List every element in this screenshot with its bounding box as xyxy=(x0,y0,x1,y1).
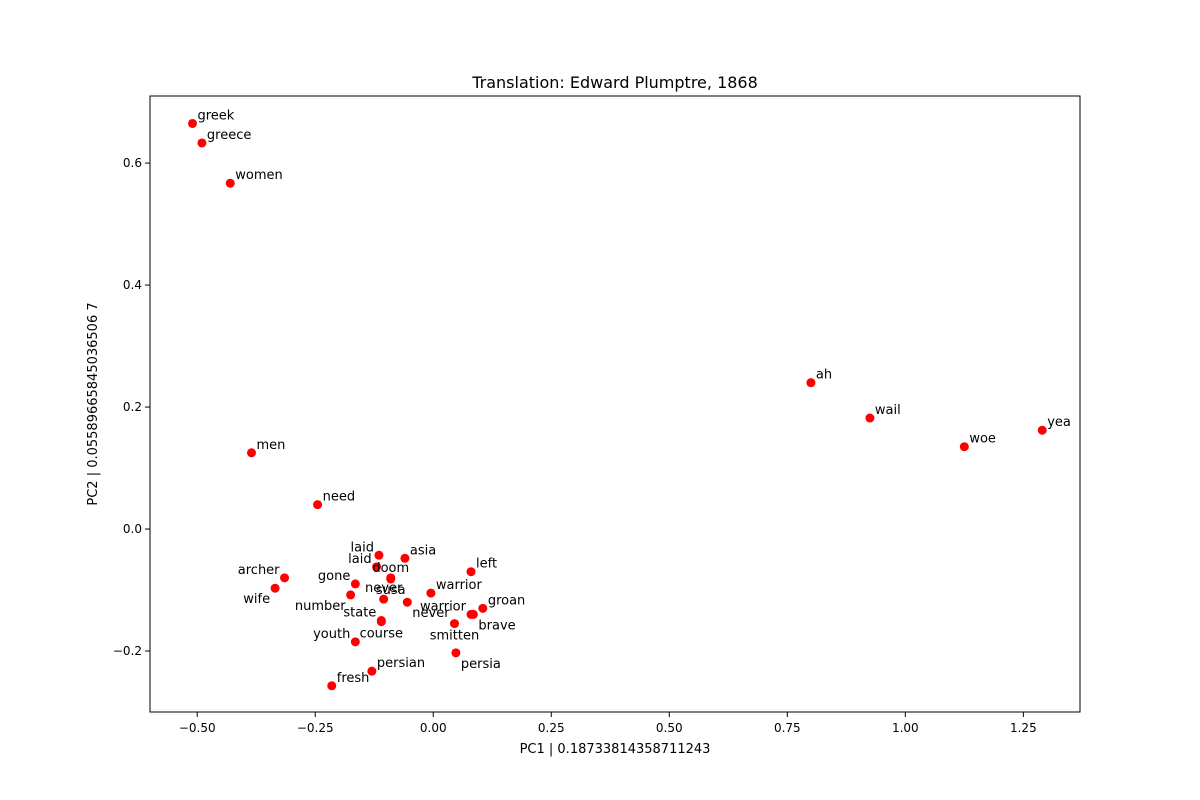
point-label: youth xyxy=(313,627,350,642)
point-label: persia xyxy=(461,657,501,672)
data-point xyxy=(959,442,969,452)
data-point xyxy=(376,617,386,627)
data-point xyxy=(466,567,476,577)
point-label: susa xyxy=(376,583,406,598)
data-point xyxy=(313,500,323,510)
y-tick-label: −0.2 xyxy=(113,644,142,658)
data-point xyxy=(346,590,356,600)
data-point xyxy=(246,448,256,458)
data-point xyxy=(468,609,478,619)
axes-frame xyxy=(149,95,1081,713)
plot-area: greek greece women men need archer wife laidlai… xyxy=(187,108,1071,691)
y-axis: −0.2 0.0 0.2 0.4 0.6 xyxy=(113,156,150,658)
point-label: men xyxy=(256,438,285,453)
point-label: left xyxy=(476,557,497,572)
chart-title: Translation: Edward Plumptre, 1868 xyxy=(471,73,758,92)
point-label: warrior xyxy=(436,578,483,593)
data-point xyxy=(225,178,235,188)
x-tick-label: 0.00 xyxy=(420,721,447,735)
data-point xyxy=(197,138,207,148)
data-point xyxy=(350,579,360,589)
point-label: doom xyxy=(372,561,409,576)
data-point xyxy=(372,562,382,572)
x-tick-label: 0.75 xyxy=(774,721,801,735)
x-tick-label: −0.50 xyxy=(179,721,216,735)
point-label: brave xyxy=(478,618,515,633)
y-axis-label: PC2 | 0.05589665845036506 7 xyxy=(86,302,101,505)
point-label: gone xyxy=(318,569,350,584)
x-tick-label: 0.25 xyxy=(538,721,565,735)
point-label: women xyxy=(235,168,283,183)
y-tick-label: 0.6 xyxy=(123,156,142,170)
point-label: never xyxy=(365,581,403,596)
point-label: wail xyxy=(875,403,901,418)
point-label: laid xyxy=(348,552,371,567)
data-point xyxy=(1037,425,1047,435)
point-label: greek xyxy=(197,108,234,123)
data-point xyxy=(280,573,290,583)
data-point xyxy=(386,573,396,583)
point-label: fresh xyxy=(337,671,370,686)
y-tick-label: 0.2 xyxy=(123,400,142,414)
point-label: course xyxy=(360,627,403,642)
x-tick-label: 1.00 xyxy=(892,721,919,735)
point-label: woe xyxy=(969,432,996,447)
data-point xyxy=(426,588,436,598)
data-point xyxy=(187,118,197,128)
data-point xyxy=(806,378,816,388)
data-point xyxy=(478,603,488,613)
data-point xyxy=(350,637,360,647)
x-tick-label: −0.25 xyxy=(297,721,334,735)
x-tick-label: 0.50 xyxy=(656,721,683,735)
y-tick-label: 0.4 xyxy=(123,278,142,292)
point-label: smitten xyxy=(430,629,479,644)
data-point xyxy=(402,597,412,607)
data-point xyxy=(367,666,377,676)
data-point xyxy=(374,550,384,560)
data-point xyxy=(451,648,461,658)
x-tick-label: 1.25 xyxy=(1010,721,1037,735)
data-point xyxy=(270,583,280,593)
data-point xyxy=(449,619,459,629)
point-label: greece xyxy=(207,128,251,143)
point-label: never xyxy=(412,606,450,621)
data-point xyxy=(327,681,337,691)
point-label: number xyxy=(295,599,346,614)
point-label: wife xyxy=(243,592,270,607)
data-point xyxy=(400,553,410,563)
y-tick-label: 0.0 xyxy=(123,522,142,536)
data-point xyxy=(379,594,389,604)
point-label: asia xyxy=(410,543,436,558)
x-axis-label: PC1 | 0.18733814358711243 xyxy=(520,742,711,757)
point-label: warrior xyxy=(420,599,467,614)
point-label: persian xyxy=(377,656,425,671)
point-label: archer xyxy=(238,563,280,578)
point-label: state xyxy=(343,606,376,621)
point-label: ah xyxy=(816,368,832,383)
point-label: laid xyxy=(351,540,374,555)
point-label: yea xyxy=(1047,415,1071,430)
point-label: groan xyxy=(488,593,525,608)
data-point xyxy=(865,413,875,423)
x-axis: −0.50 −0.25 0.00 0.25 0.50 0.75 1.00 1.25 xyxy=(179,712,1037,735)
point-label: need xyxy=(323,490,356,505)
